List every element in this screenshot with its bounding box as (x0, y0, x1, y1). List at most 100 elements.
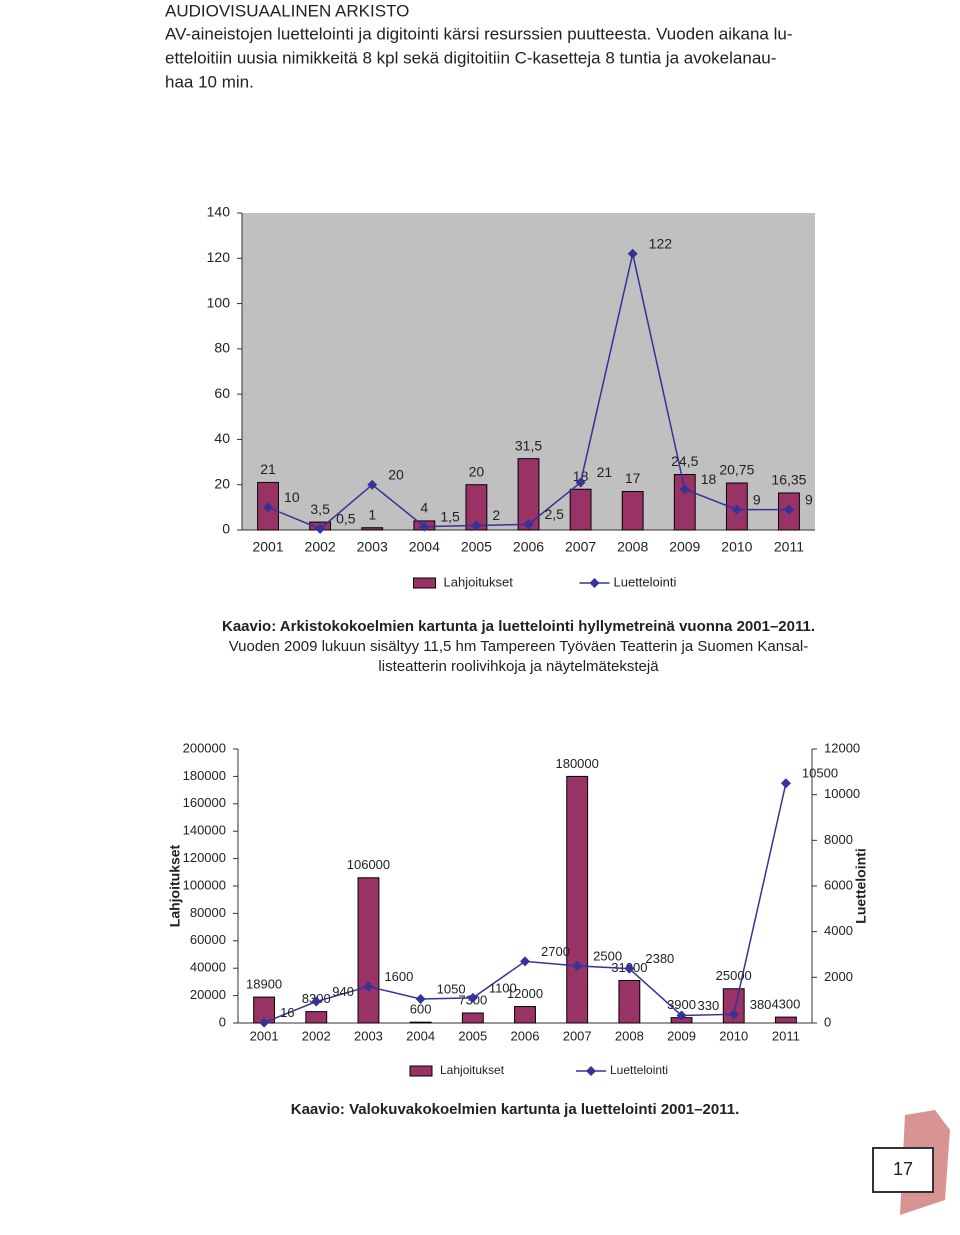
line-marker (311, 996, 322, 1007)
data-label: 24,5 (671, 453, 698, 469)
x-tick-label: 2006 (513, 539, 544, 555)
bar (514, 1006, 536, 1024)
x-tick-label: 2003 (357, 539, 388, 555)
data-label: 18 (573, 468, 589, 484)
x-tick-label: 2005 (461, 539, 492, 555)
line-marker (415, 994, 426, 1005)
y2-tick-label: 2000 (824, 969, 853, 984)
data-label: 1100 (489, 980, 517, 995)
bar (774, 1016, 797, 1024)
legend-label: Lahjoitukset (444, 574, 514, 589)
paragraph-line: AV-aineistojen luettelointi ja digitoint… (165, 24, 792, 43)
line-marker (575, 477, 586, 488)
legend-label: Luettelointi (614, 574, 677, 589)
line-marker (315, 523, 326, 534)
y-tick-label: 20 (214, 475, 230, 491)
data-label: 21 (260, 461, 276, 477)
y-tick-label: 0 (219, 1014, 226, 1029)
bar (673, 474, 696, 531)
x-tick-label: 2009 (667, 1028, 696, 1043)
bar (361, 527, 384, 531)
line-marker (676, 1010, 687, 1021)
data-label: 10500 (802, 766, 838, 781)
x-tick-label: 2008 (617, 539, 648, 555)
data-label: 18 (701, 471, 717, 487)
data-label: 9 (805, 491, 813, 507)
bar (461, 1012, 484, 1024)
data-label: 1 (368, 506, 376, 522)
y2-tick-label: 0 (824, 1014, 831, 1029)
y-tick-label: 80 (214, 340, 230, 356)
legend-label: Lahjoitukset (440, 1063, 505, 1077)
data-label: 3900 (667, 997, 696, 1012)
y-tick-label: 0 (222, 521, 230, 537)
legend-swatch (589, 578, 600, 588)
x-tick-label: 2001 (250, 1028, 279, 1043)
x-tick-label: 2010 (719, 1028, 748, 1043)
y-tick-label: 200000 (183, 740, 226, 755)
paragraph-line: haa 10 min. (165, 72, 254, 91)
x-tick-label: 2002 (302, 1028, 331, 1043)
data-label: 20 (388, 466, 404, 482)
y-tick-label: 60 (214, 385, 230, 401)
data-label: 106000 (347, 857, 390, 872)
data-label: 1,5 (440, 508, 460, 524)
y-tick-label: 40 (214, 430, 230, 446)
data-label: 2 (492, 507, 500, 523)
line-marker (467, 992, 478, 1003)
data-label: 4300 (771, 997, 800, 1012)
y-axis-label: Lahjoitukset (167, 844, 183, 927)
legend-label: Luettelointi (610, 1063, 668, 1077)
data-label: 2500 (593, 948, 622, 963)
paragraph-line: etteloitiin uusia nimikkeitä 8 kpl sekä … (165, 48, 776, 67)
y-tick-label: 100000 (183, 877, 226, 892)
x-tick-label: 2011 (774, 539, 804, 555)
data-label: 17 (625, 470, 641, 486)
section-title: AUDIOVISUAALINEN ARKISTO (165, 1, 409, 20)
chart-caption-line: listeatterin roolivihkoja ja näytelmätek… (378, 658, 659, 675)
data-label: 1600 (384, 969, 413, 984)
x-tick-label: 2007 (563, 1028, 592, 1043)
data-label: 2,5 (545, 506, 565, 522)
line-marker (624, 963, 635, 974)
data-label: 12000 (507, 986, 543, 1001)
x-tick-label: 2001 (252, 539, 283, 555)
bar (566, 775, 589, 1024)
data-label: 3,5 (310, 501, 330, 517)
x-tick-label: 2002 (305, 539, 336, 555)
data-label: 380 (750, 997, 772, 1012)
y2-tick-label: 4000 (824, 923, 853, 938)
y-tick-label: 60000 (190, 932, 226, 947)
y-tick-label: 140000 (183, 823, 226, 838)
data-label: 9 (753, 491, 761, 507)
line-marker (627, 248, 638, 259)
y-tick-label: 120 (207, 249, 231, 265)
line-marker (783, 504, 794, 515)
line-marker (731, 504, 742, 515)
line-marker (572, 960, 583, 971)
y-tick-label: 140 (207, 204, 231, 220)
chart-caption: Kaavio: Valokuvakokoelmien kartunta ja l… (291, 1101, 740, 1118)
data-label: 0,5 (336, 511, 356, 527)
data-label: 16,35 (771, 472, 806, 488)
x-tick-label: 2004 (409, 539, 440, 555)
data-label: 18900 (246, 977, 282, 992)
data-label: 940 (332, 984, 354, 999)
legend-swatch (413, 577, 436, 589)
data-label: 2700 (541, 944, 570, 959)
line-marker (367, 479, 378, 490)
legend-swatch (409, 1065, 433, 1077)
data-label: 31,5 (515, 437, 542, 453)
decoration (872, 1110, 950, 1215)
line-marker (363, 981, 374, 992)
x-tick-label: 2007 (565, 539, 596, 555)
legend-swatch (586, 1066, 596, 1076)
data-label: 2380 (645, 951, 674, 966)
data-label: 20,75 (719, 462, 754, 478)
y-tick-label: 80000 (190, 905, 226, 920)
bar (357, 877, 380, 1024)
x-tick-label: 2006 (511, 1028, 540, 1043)
data-label: 16 (280, 1005, 294, 1020)
data-label: 10 (284, 489, 300, 505)
